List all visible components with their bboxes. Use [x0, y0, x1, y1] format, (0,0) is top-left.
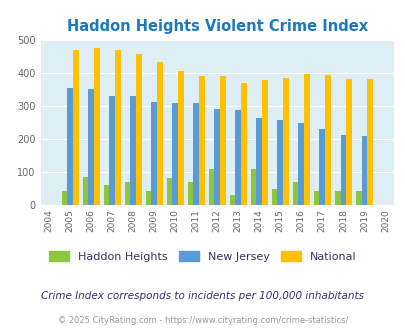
Bar	[115, 50, 120, 205]
Bar	[109, 96, 115, 205]
Bar	[271, 189, 277, 205]
Bar	[319, 129, 324, 205]
Bar	[214, 109, 220, 205]
Bar	[282, 78, 288, 205]
Bar	[151, 102, 157, 205]
Bar	[229, 195, 235, 205]
Bar	[313, 191, 319, 205]
Bar	[198, 76, 204, 205]
Bar	[82, 177, 88, 205]
Title: Haddon Heights Violent Crime Index: Haddon Heights Violent Crime Index	[66, 19, 367, 34]
Bar	[67, 88, 72, 205]
Bar	[355, 191, 361, 205]
Bar	[208, 169, 214, 205]
Bar	[145, 191, 151, 205]
Bar	[94, 48, 99, 205]
Bar	[187, 182, 193, 205]
Bar	[220, 76, 225, 205]
Bar	[334, 191, 340, 205]
Bar	[235, 110, 241, 205]
Text: © 2025 CityRating.com - https://www.cityrating.com/crime-statistics/: © 2025 CityRating.com - https://www.city…	[58, 316, 347, 325]
Bar	[157, 62, 162, 205]
Text: Crime Index corresponds to incidents per 100,000 inhabitants: Crime Index corresponds to incidents per…	[41, 291, 364, 301]
Bar	[292, 182, 298, 205]
Bar	[166, 178, 172, 205]
Bar	[250, 169, 256, 205]
Legend: Haddon Heights, New Jersey, National: Haddon Heights, New Jersey, National	[45, 247, 360, 267]
Bar	[136, 54, 141, 205]
Bar	[62, 191, 67, 205]
Bar	[177, 71, 183, 205]
Bar	[193, 103, 198, 205]
Bar	[324, 75, 330, 205]
Bar	[262, 80, 267, 205]
Bar	[124, 182, 130, 205]
Bar	[298, 123, 303, 205]
Bar	[130, 96, 136, 205]
Bar	[345, 79, 351, 205]
Bar	[256, 118, 262, 205]
Bar	[340, 135, 345, 205]
Bar	[103, 185, 109, 205]
Bar	[366, 79, 372, 205]
Bar	[88, 89, 94, 205]
Bar	[277, 120, 282, 205]
Bar	[72, 50, 78, 205]
Bar	[303, 74, 309, 205]
Bar	[241, 83, 246, 205]
Bar	[172, 103, 177, 205]
Bar	[361, 136, 366, 205]
